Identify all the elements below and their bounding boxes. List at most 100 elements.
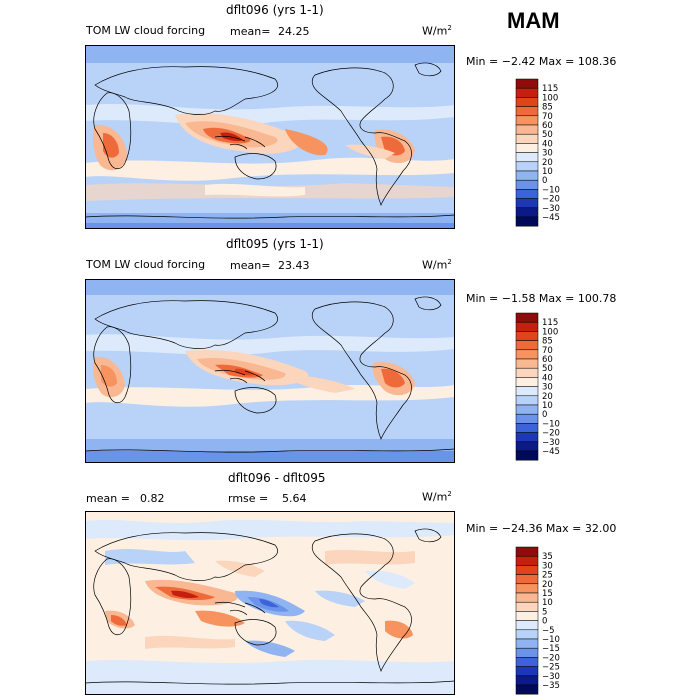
panel1-greenland-coast	[414, 62, 442, 77]
panel1-colorbar-label: 10	[542, 167, 553, 177]
panel1-colorbar-swatch	[515, 133, 539, 144]
panel1-americas-coast	[311, 67, 412, 206]
panel2-minmax: Min = −1.58 Max = 100.78	[466, 292, 617, 305]
panel1-colorbar-swatch	[515, 161, 539, 172]
panel3-colorbar-swatch	[515, 555, 539, 566]
panel2-colorbar-label: 10	[542, 401, 553, 411]
panel2-colorbar-swatch	[515, 404, 539, 415]
panel1-colorbar-swatch	[515, 124, 539, 135]
panel2-colorbar-label: 70	[542, 346, 553, 356]
panel1-antarctica-coast	[85, 214, 455, 219]
panel2-frame	[85, 279, 455, 463]
panel3-colorbar-swatch	[515, 657, 539, 667]
panel2-colorbar-swatch	[515, 321, 539, 332]
panel3-rmse-label: rmse =	[228, 492, 269, 505]
panel1-eurasia-coast	[94, 66, 278, 115]
panel3-colorbar-label: 0	[542, 617, 547, 627]
panel3-colorbar-swatch	[515, 647, 539, 658]
panel1-mean-label: mean=	[230, 25, 271, 38]
panel3-colorbar-label: 20	[542, 580, 553, 590]
panel2-colorbar-swatch	[515, 377, 539, 387]
panel1-frame	[85, 45, 455, 229]
panel3-colorbar-swatch	[515, 565, 539, 575]
panel1-title: dflt096 (yrs 1-1)	[226, 3, 324, 17]
panel1-colorbar-label: 100	[542, 93, 558, 103]
panel2-colorbar-label: −20	[542, 429, 560, 439]
panel2-colorbar-label: −30	[542, 438, 560, 448]
panel3-colorbar-swatch	[515, 601, 539, 612]
panel3-colorbar-label: 25	[542, 571, 553, 581]
panel3-colorbar-label: −15	[542, 644, 560, 654]
panel3-colorbar-label: 5	[542, 607, 547, 617]
panel2-colorbar-swatch	[515, 386, 539, 397]
season-label: MAM	[507, 8, 560, 33]
panel2-colorbar-swatch	[515, 423, 539, 433]
panel2-map	[85, 279, 455, 463]
panel2-colorbar-label: 50	[542, 364, 553, 374]
panel3-colorbar-swatch	[515, 638, 539, 649]
panel3-colorbar-label: 35	[542, 552, 553, 562]
panel2-colorbar-label: 115	[542, 318, 558, 328]
panel1-colorbar-swatch	[515, 115, 539, 126]
panel3-colorbar-label: −30	[542, 672, 560, 682]
panel2-colorbar-swatch	[515, 432, 539, 443]
panel2-colorbar-label: 60	[542, 355, 553, 365]
panel3-colorbar-swatch	[515, 629, 539, 640]
panel2-variable-label: TOM LW cloud forcing	[86, 258, 206, 271]
panel2-units: W/m2	[422, 258, 452, 272]
panel1-colorbar-swatch	[515, 143, 539, 153]
panel2-colorbar-swatch	[515, 349, 539, 360]
panel1-colorbar-swatch	[515, 170, 539, 181]
panel3-minmax: Min = −24.36 Max = 32.00	[466, 522, 617, 535]
panel3-colorbar-label: −25	[542, 663, 560, 673]
panel1-map	[85, 45, 455, 229]
panel3-colorbar-swatch	[515, 583, 539, 594]
panel3-colorbar-swatch	[515, 620, 539, 631]
panel1-minmax: Min = −2.42 Max = 108.36	[466, 55, 617, 68]
panel1-maritime-continent	[214, 135, 266, 150]
panel2-mean-value: 23.43	[278, 259, 310, 272]
panel1-colorbar-swatch	[515, 97, 539, 107]
panel1-colorbar-swatch	[515, 207, 539, 218]
panel2-colorbar-swatch	[515, 450, 539, 461]
panel3-colorbar-swatch	[515, 574, 539, 585]
panel1-colorbar-swatch	[515, 87, 539, 98]
panel2-mean-label: mean=	[230, 259, 271, 272]
panel3-colorbar-label: −5	[542, 626, 555, 636]
panel2-colorbar-swatch	[515, 331, 539, 341]
panel2-colorbar-swatch	[515, 441, 539, 452]
panel1-colorbar-label: 40	[542, 139, 553, 149]
panel1-colorbar-label: −10	[542, 185, 560, 195]
panel1-colorbar-label: 20	[542, 158, 553, 168]
panel1-north-band	[85, 45, 455, 63]
panel1-africa-coast	[93, 92, 132, 170]
panel3-colorbar-swatch	[515, 611, 539, 621]
panel3-colorbar-label: −35	[542, 681, 560, 691]
panel3-mean-label: mean =	[86, 492, 130, 505]
panel2-colorbar-label: 40	[542, 373, 553, 383]
panel2-colorbar-swatch	[515, 367, 539, 378]
panel3-colorbar-swatch	[515, 546, 539, 557]
panel1-units: W/m2	[422, 24, 452, 38]
panel2-colorbar-label: 100	[542, 327, 558, 337]
panel3-colorbar-label: −20	[542, 653, 560, 663]
panel1-variable-label: TOM LW cloud forcing	[86, 24, 206, 37]
panel2-colorbar-label: 20	[542, 392, 553, 402]
panel3-colorbar-label: −10	[542, 635, 560, 645]
panel2-colorbar-label: −10	[542, 419, 560, 429]
panel3-colorbar-swatch	[515, 684, 539, 695]
panel1-colorbar-label: 85	[542, 103, 553, 113]
panel3-map	[85, 511, 455, 695]
panel2-colorbar-label: 30	[542, 383, 553, 393]
panel1-australia-coast	[234, 153, 277, 180]
panel3-colorbar-swatch	[515, 675, 539, 686]
panel1-colorbar-swatch	[515, 152, 539, 163]
panel1-colorbar-label: 60	[542, 121, 553, 131]
panel2-colorbar-swatch	[515, 395, 539, 406]
panel2-colorbar-swatch	[515, 358, 539, 369]
panel2-colorbar-swatch	[515, 413, 539, 424]
panel1-mean-value: 24.25	[278, 25, 310, 38]
